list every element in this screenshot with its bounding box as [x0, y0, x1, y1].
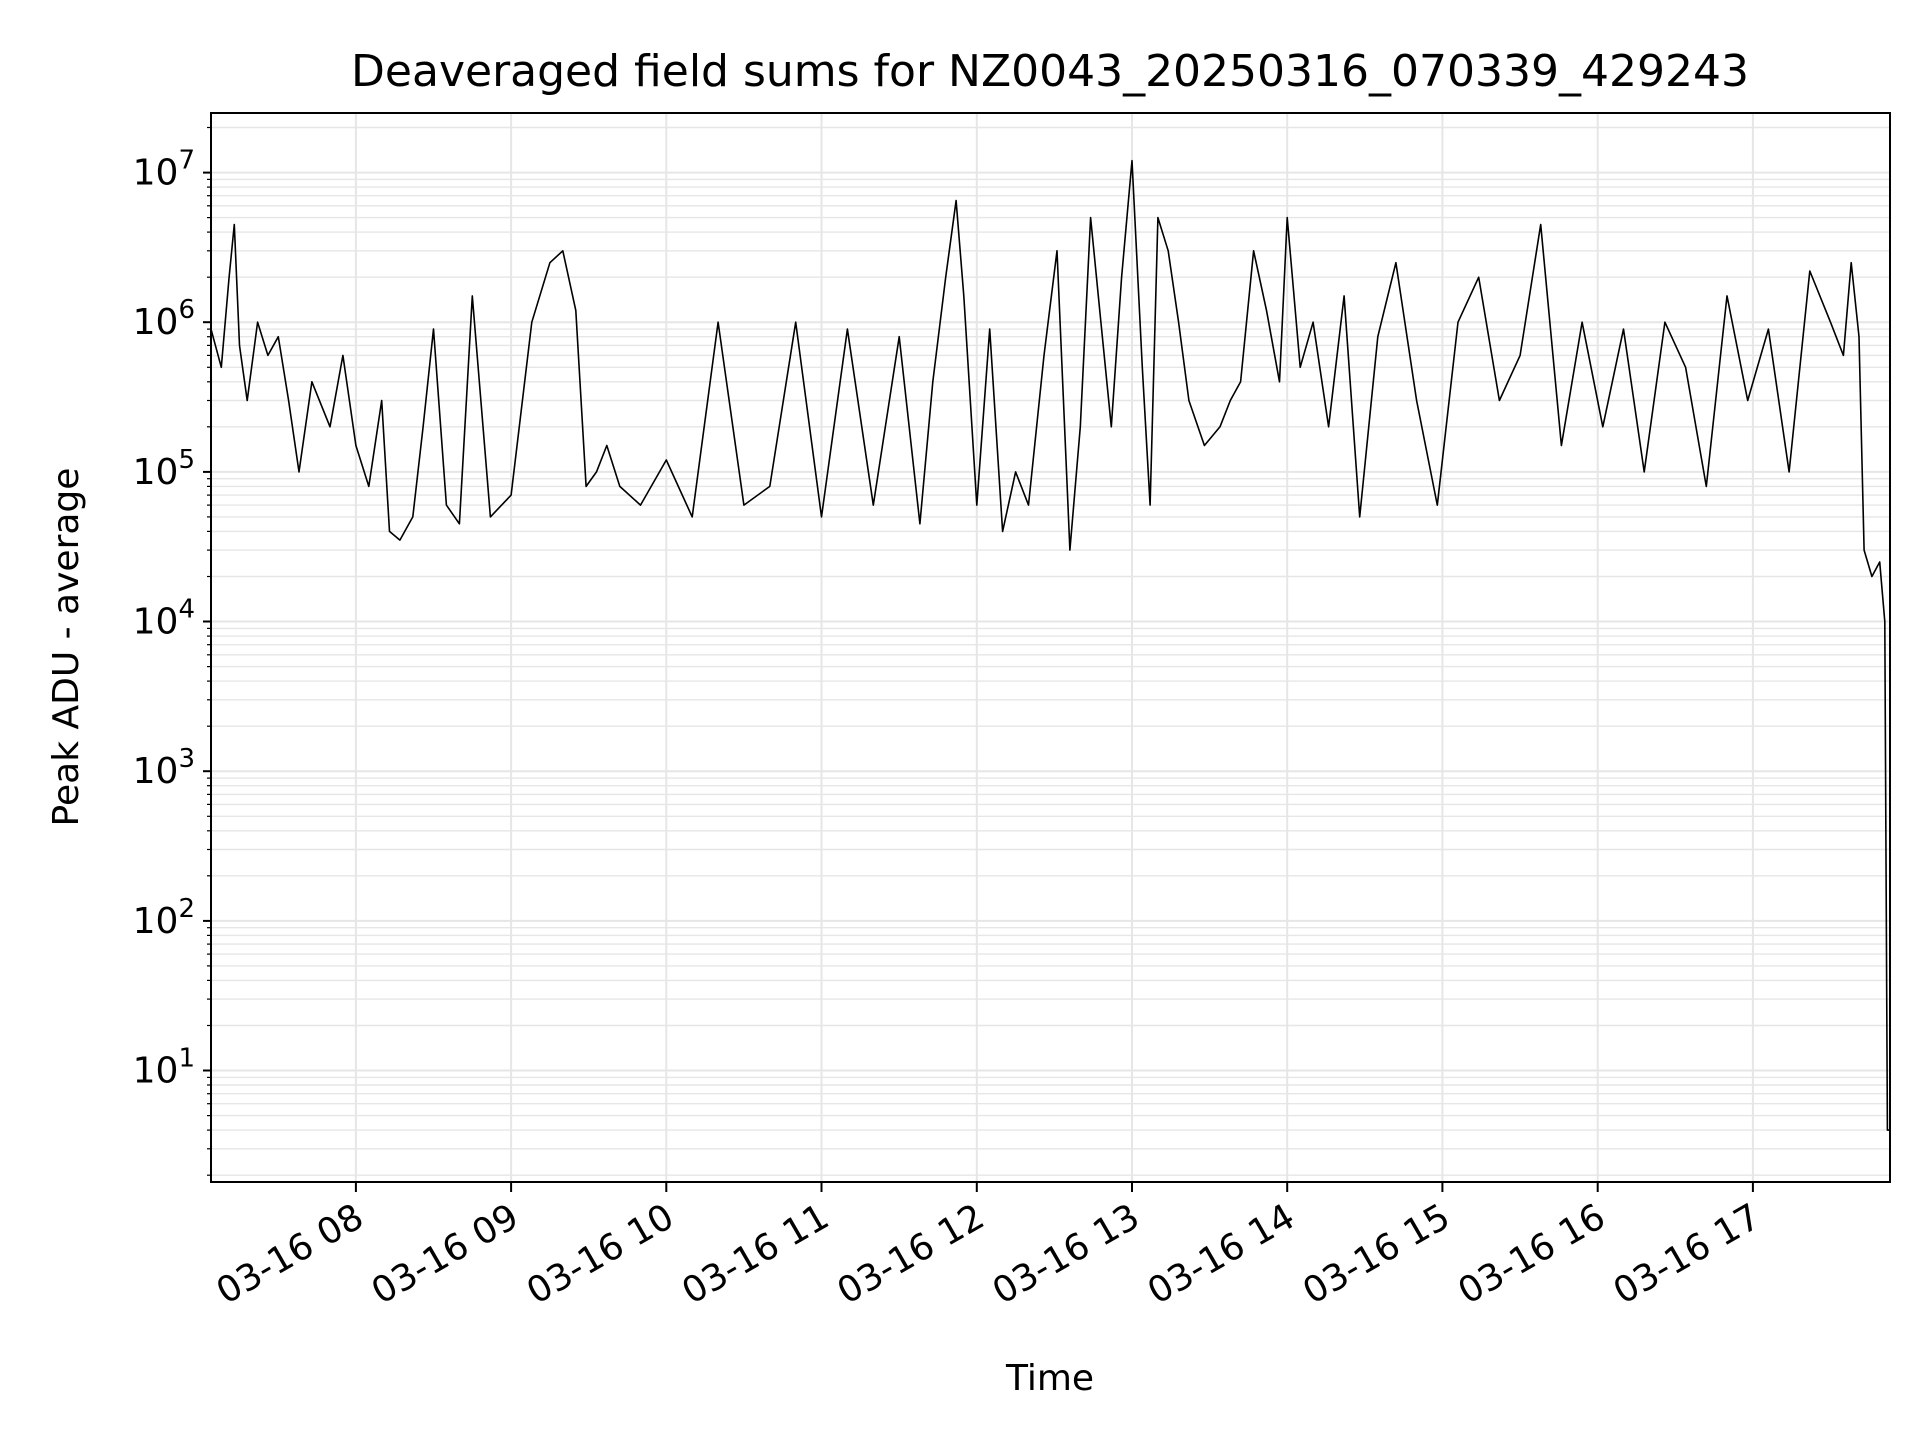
- y-tick-base: 10: [133, 153, 179, 194]
- y-tick-base: 10: [133, 302, 179, 343]
- y-tick-label: 101: [133, 1044, 195, 1092]
- plot-frame: [210, 112, 1891, 1183]
- y-tick-exponent: 7: [178, 146, 195, 176]
- y-tick-exponent: 5: [178, 445, 195, 475]
- y-tick-label: 106: [133, 295, 195, 343]
- y-tick-base: 10: [133, 602, 179, 643]
- y-tick-base: 10: [133, 452, 179, 493]
- y-tick-base: 10: [133, 1051, 179, 1092]
- series-line: [210, 159, 1890, 1131]
- y-tick-label: 103: [133, 744, 195, 792]
- y-tick-label: 102: [133, 894, 195, 942]
- y-axis-label: Peak ADU - average: [46, 468, 87, 827]
- chart-title: Deaveraged field sums for NZ0043_2025031…: [351, 46, 1749, 97]
- y-tick-base: 10: [133, 751, 179, 792]
- y-tick-label: 104: [133, 595, 195, 643]
- grid: [211, 113, 1890, 1182]
- y-tick-label: 107: [133, 146, 195, 194]
- y-tick-exponent: 6: [178, 295, 195, 325]
- y-tick-base: 10: [133, 901, 179, 942]
- y-tick-exponent: 3: [178, 744, 195, 774]
- series-layer: [210, 159, 1890, 1131]
- y-tick-exponent: 4: [178, 595, 195, 625]
- y-tick-exponent: 2: [178, 894, 195, 924]
- x-axis-label: Time: [1005, 1358, 1094, 1399]
- y-tick-exponent: 1: [178, 1044, 195, 1074]
- y-tick-label: 105: [133, 445, 195, 493]
